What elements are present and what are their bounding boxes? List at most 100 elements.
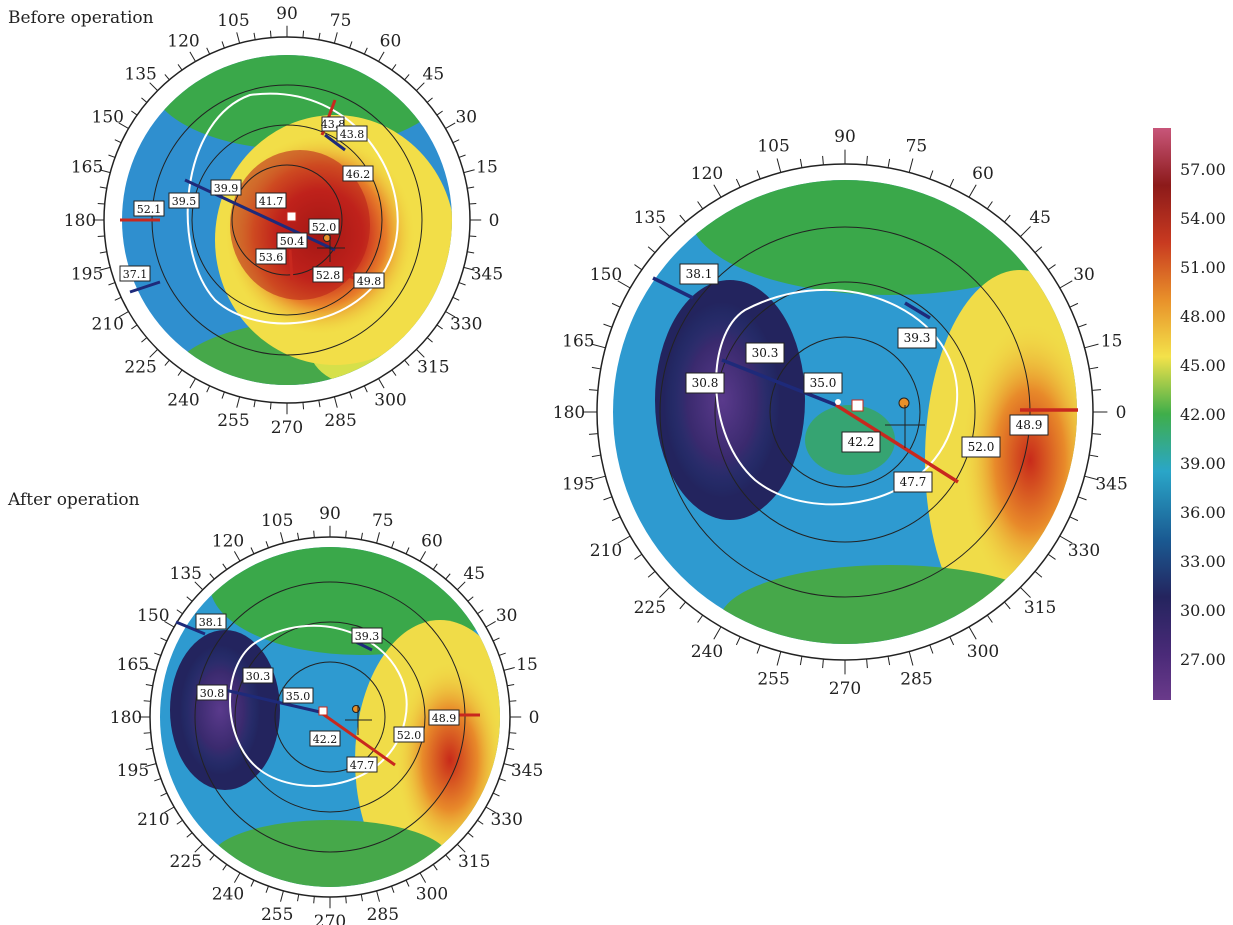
angle-tick — [591, 366, 601, 370]
value-label: 30.8 — [692, 376, 719, 390]
value-label: 38.1 — [686, 267, 713, 281]
angle-tick — [145, 763, 157, 767]
angle-label: 210 — [92, 315, 124, 335]
angle-tick — [360, 532, 363, 540]
angle-tick — [154, 778, 162, 782]
angle-tick — [141, 337, 148, 343]
angle-tick — [186, 832, 193, 838]
color-scale-value: 54.00 — [1180, 209, 1226, 228]
angle-tick — [145, 667, 157, 671]
angle-tick — [1047, 264, 1056, 271]
value-label: 35.0 — [286, 690, 311, 703]
angle-tick — [822, 659, 824, 669]
angle-tick — [458, 282, 466, 286]
value-label: 52.0 — [312, 221, 337, 234]
angle-tick — [131, 110, 138, 116]
color-scale — [1153, 128, 1171, 700]
angle-tick — [391, 885, 395, 893]
angle-label: 120 — [167, 32, 199, 52]
angle-label: 315 — [458, 852, 490, 872]
angle-tick — [611, 516, 621, 522]
angle-tick — [206, 385, 211, 393]
angle-tick — [713, 626, 722, 640]
angle-tick — [498, 778, 506, 782]
angle-tick — [302, 30, 305, 38]
angle-label: 285 — [367, 905, 399, 925]
value-label: 43.8 — [340, 128, 365, 141]
angle-tick — [426, 337, 433, 343]
angle-tick — [591, 475, 606, 481]
angle-tick — [1077, 496, 1087, 501]
angle-tick — [1059, 535, 1073, 544]
angle-label: 165 — [562, 332, 594, 352]
angle-tick — [452, 139, 460, 144]
value-label: 39.3 — [904, 331, 931, 345]
angle-tick — [345, 896, 347, 904]
color-scale-value: 42.00 — [1180, 405, 1226, 424]
angle-label: 105 — [217, 11, 249, 31]
value-label: 46.2 — [346, 168, 371, 181]
angle-tick — [445, 122, 456, 129]
angle-tick — [222, 563, 228, 570]
angle-tick — [160, 637, 168, 642]
map-before: 43.8 43.8 46.2 52.1 39.5 39.9 41.7 52.0 … — [64, 4, 503, 438]
angle-tick — [1092, 389, 1102, 391]
angle-label: 225 — [170, 852, 202, 872]
angle-label: 330 — [1068, 541, 1100, 561]
value-label: 50.4 — [280, 235, 305, 248]
angle-tick — [477, 609, 484, 615]
angle-tick — [269, 30, 272, 38]
angle-label: 180 — [553, 403, 585, 423]
angle-label: 195 — [562, 474, 594, 494]
angle-tick — [419, 551, 427, 562]
angle-tick — [1089, 366, 1099, 370]
angle-label: 15 — [1101, 332, 1123, 352]
color-scale-value: 33.00 — [1180, 552, 1226, 571]
angle-tick — [968, 626, 977, 640]
value-label: 53.6 — [259, 251, 284, 264]
angle-tick — [233, 551, 241, 562]
angle-tick — [1020, 226, 1031, 237]
angle-tick — [908, 158, 914, 173]
angle-label: 135 — [634, 208, 666, 228]
angle-label: 60 — [380, 32, 402, 52]
angle-tick — [432, 563, 438, 570]
angle-tick — [507, 747, 515, 750]
map-after-large: 38.1 30.3 39.3 30.8 35.0 42.2 52.0 48.9 … — [553, 127, 1128, 699]
angle-tick — [647, 571, 656, 578]
angle-tick — [177, 369, 183, 376]
angle-tick — [1034, 246, 1043, 253]
angle-tick — [503, 763, 515, 767]
value-label: 47.7 — [900, 475, 927, 489]
angle-tick — [908, 651, 914, 666]
angle-tick — [968, 184, 977, 198]
angle-tick — [949, 178, 955, 188]
angle-tick — [145, 684, 153, 687]
angle-label: 270 — [314, 912, 346, 925]
angle-tick — [99, 169, 111, 174]
angle-tick — [391, 369, 397, 376]
color-scale-bar — [1153, 128, 1171, 700]
angle-tick — [404, 359, 410, 366]
angle-tick — [419, 872, 427, 883]
value-label: 41.7 — [259, 195, 284, 208]
angle-label: 105 — [261, 511, 293, 531]
angle-label: 300 — [374, 390, 406, 410]
angle-label: 240 — [167, 390, 199, 410]
angle-tick — [318, 32, 321, 40]
angle-tick — [209, 854, 215, 861]
angle-tick — [164, 74, 170, 81]
angle-label: 195 — [117, 761, 149, 781]
angle-label: 300 — [416, 885, 448, 905]
angle-tick — [588, 433, 598, 435]
angle-tick — [949, 636, 955, 646]
value-label: 52.0 — [397, 729, 422, 742]
angle-tick — [114, 139, 122, 144]
angle-label: 225 — [634, 598, 666, 618]
angle-tick — [313, 896, 315, 904]
value-label: 38.1 — [199, 616, 224, 629]
angle-label: 270 — [829, 679, 861, 699]
angle-tick — [456, 843, 466, 853]
value-label: 39.5 — [172, 195, 197, 208]
angle-tick — [617, 535, 631, 544]
